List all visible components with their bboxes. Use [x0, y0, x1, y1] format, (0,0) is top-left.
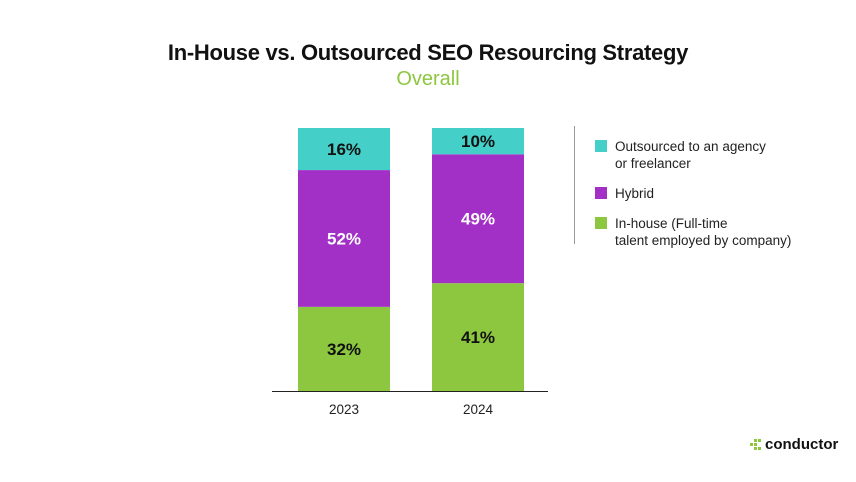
x-tick-label-2024: 2024: [463, 402, 494, 417]
x-tick-label-2023: 2023: [329, 402, 359, 417]
legend-label-inhouse: In-house (Full-time talent employed by c…: [615, 216, 792, 248]
legend-label-hybrid: Hybrid: [615, 186, 655, 201]
conductor-logo-icon: [750, 439, 761, 450]
legend-item-inhouse: In-house (Full-time talent employed by c…: [595, 215, 791, 249]
legend-swatch-inhouse: [595, 217, 607, 229]
chart-title: In-House vs. Outsourced SEO Resourcing S…: [167, 40, 689, 65]
bar-segment-2023-1: [298, 170, 390, 307]
legend-swatch-outsourced: [595, 140, 607, 152]
data-label-2023-2: 16%: [327, 140, 361, 159]
conductor-logo: conductor: [750, 436, 838, 453]
legend: Outsourced to an agency or freelancer Hy…: [574, 126, 835, 248]
data-label-2023-0: 32%: [327, 340, 361, 359]
bar-segment-2024-1: [432, 154, 524, 284]
data-label-2024-2: 10%: [461, 132, 495, 151]
bar-segment-2024-2: [432, 128, 524, 155]
legend-label-outsourced: Outsourced to an agency or freelancer: [615, 139, 766, 171]
legend-swatch-hybrid: [595, 187, 607, 199]
data-label-2023-1: 52%: [327, 229, 361, 248]
bar-segment-2023-2: [298, 128, 390, 171]
legend-item-hybrid: Hybrid: [595, 185, 654, 202]
conductor-logo-text: conductor: [765, 436, 839, 453]
legend-item-outsourced: Outsourced to an agency or freelancer: [595, 138, 766, 172]
data-label-2024-0: 41%: [461, 328, 495, 347]
bar-segment-2023-0: [298, 306, 390, 391]
data-label-2024-1: 49%: [461, 210, 495, 229]
chart-subtitle: Overall: [396, 68, 460, 90]
bar-segment-2024-0: [432, 283, 524, 391]
